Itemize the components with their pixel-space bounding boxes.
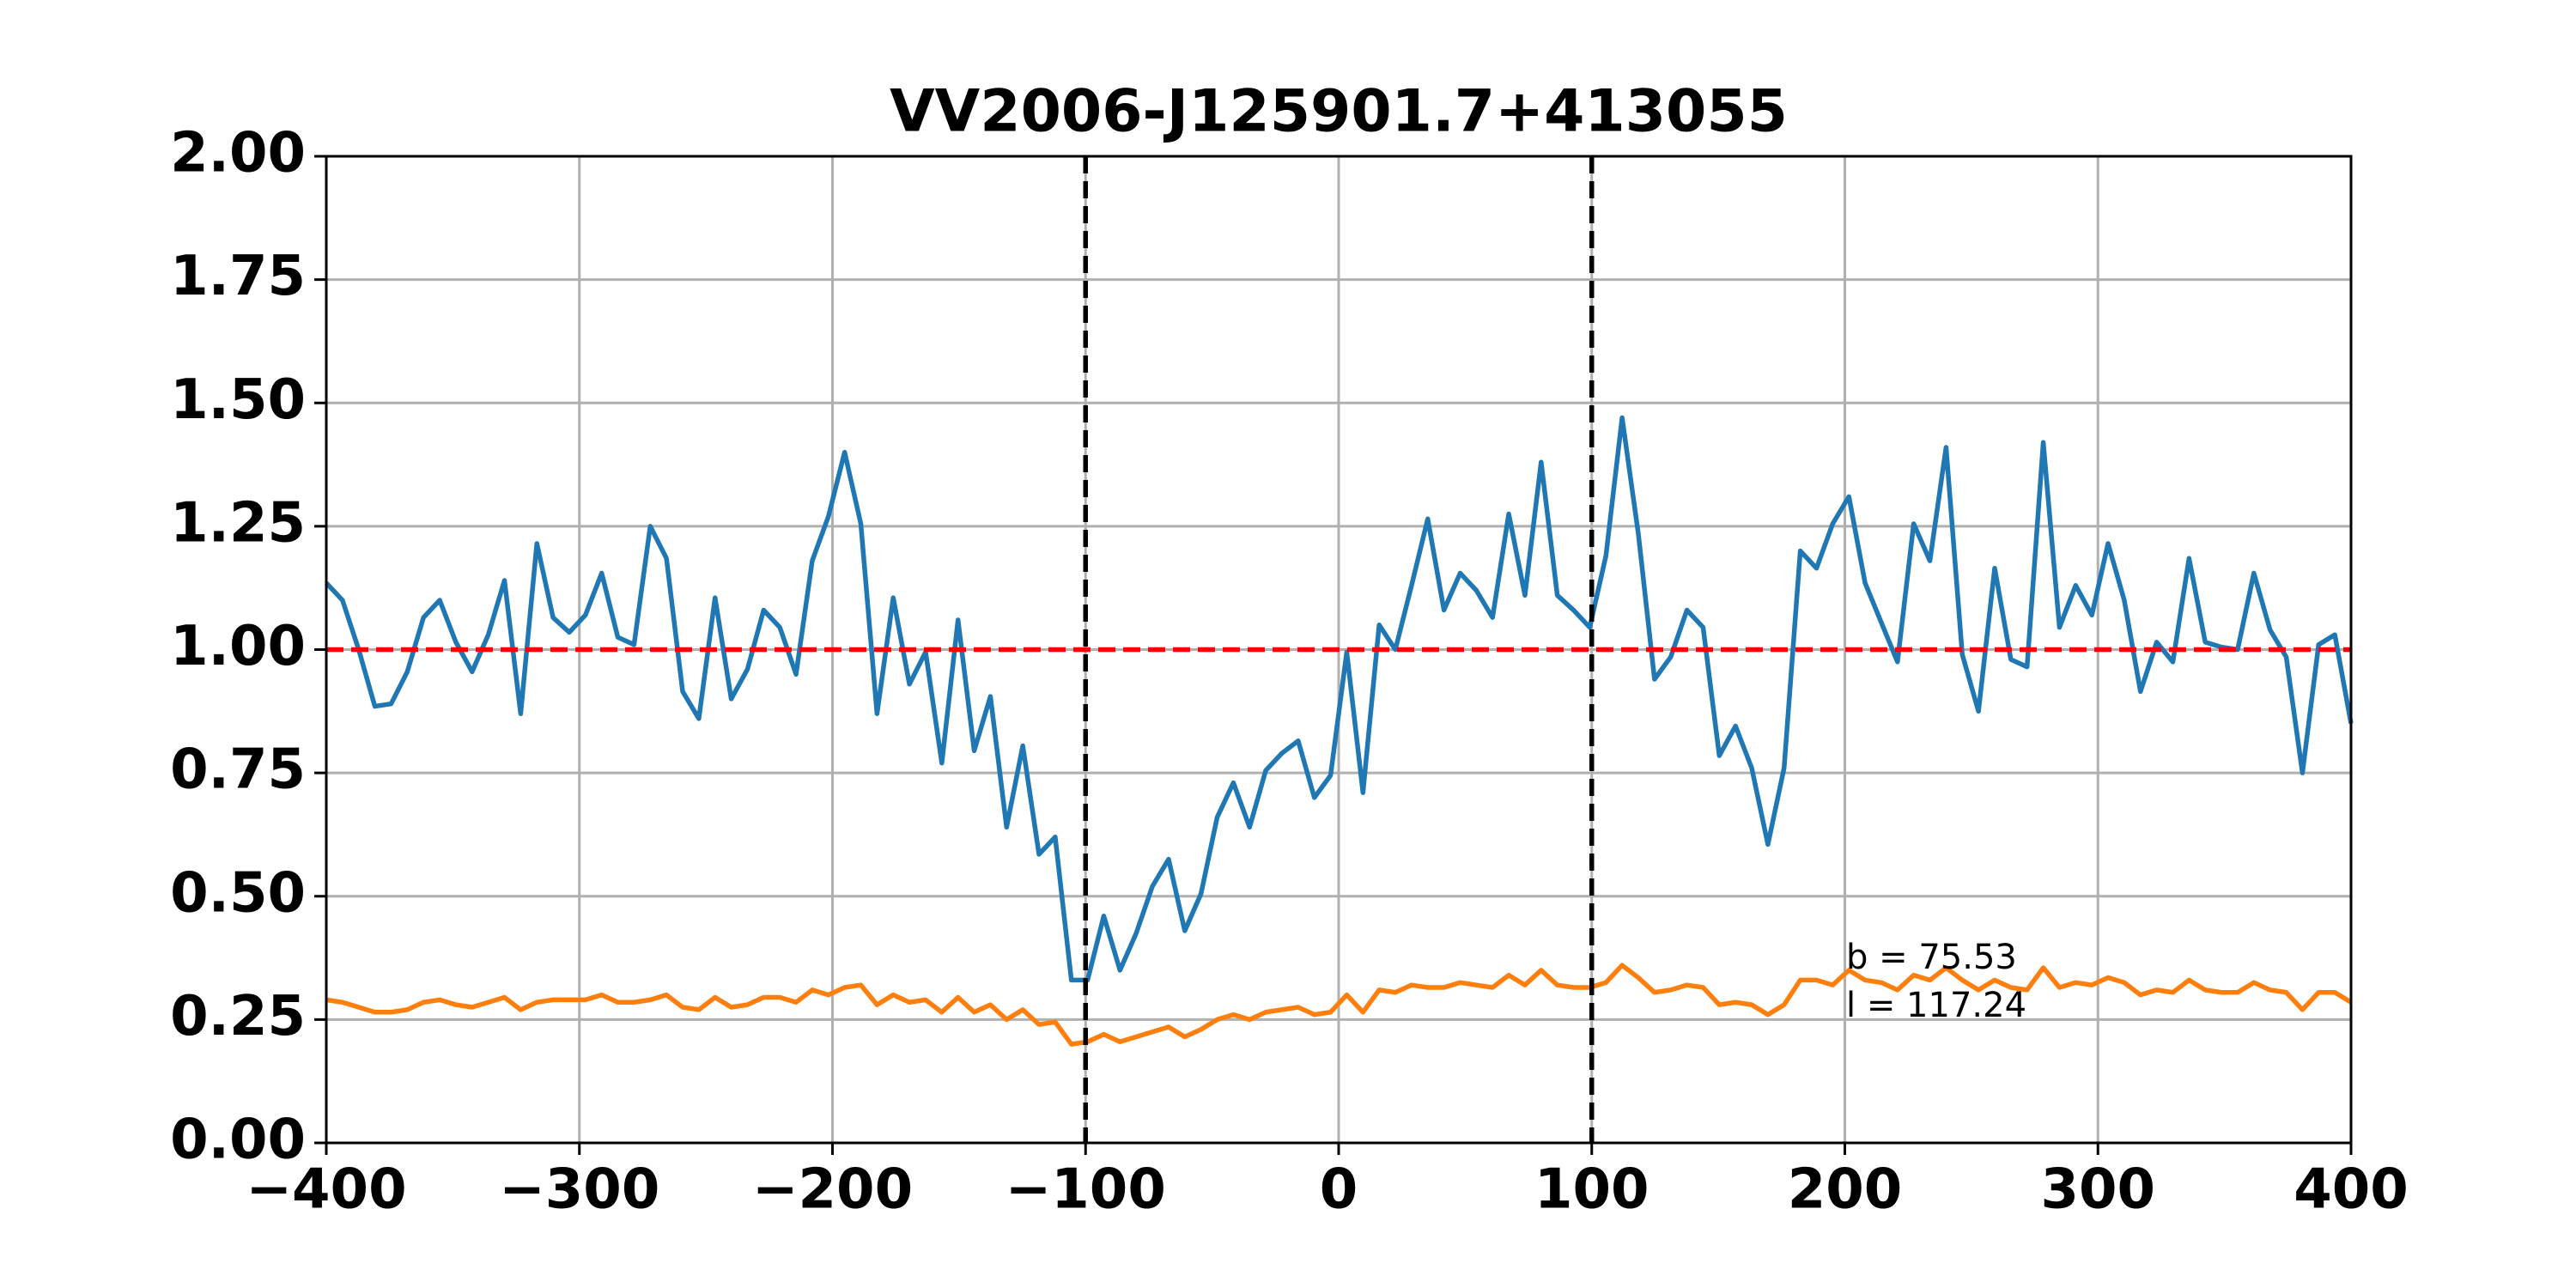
y-tick-label: 0.50	[170, 861, 306, 925]
annotation: l = 117.24	[1846, 986, 2026, 1025]
annotation: b = 75.53	[1846, 938, 2017, 977]
x-tick-label: −100	[1005, 1158, 1166, 1222]
x-tick-label: 300	[2040, 1158, 2155, 1222]
data-line	[325, 963, 2353, 1047]
y-tick-label: 2.00	[170, 122, 306, 185]
y-tick-label: 0.00	[170, 1109, 306, 1172]
y-tick-label: 0.25	[170, 985, 306, 1048]
x-tick-label: 0	[1320, 1158, 1358, 1222]
x-tick-label: −200	[752, 1158, 913, 1222]
x-tick-label: 200	[1788, 1158, 1903, 1222]
y-tick-label: 1.50	[170, 368, 306, 432]
plot-frame	[325, 155, 2353, 1145]
x-tick-label: −400	[246, 1158, 406, 1222]
x-tick-label: 100	[1534, 1158, 1649, 1222]
x-tick-label: −300	[499, 1158, 659, 1222]
y-tick-label: 1.00	[170, 615, 306, 678]
y-tick-label: 0.75	[170, 738, 306, 802]
chart-title: VV2006-J125901.7+413055	[890, 78, 1788, 146]
y-tick-label: 1.25	[170, 491, 306, 555]
x-tick-label: 400	[2293, 1158, 2409, 1222]
y-tick-label: 1.75	[170, 245, 306, 308]
data-line	[324, 415, 2354, 983]
